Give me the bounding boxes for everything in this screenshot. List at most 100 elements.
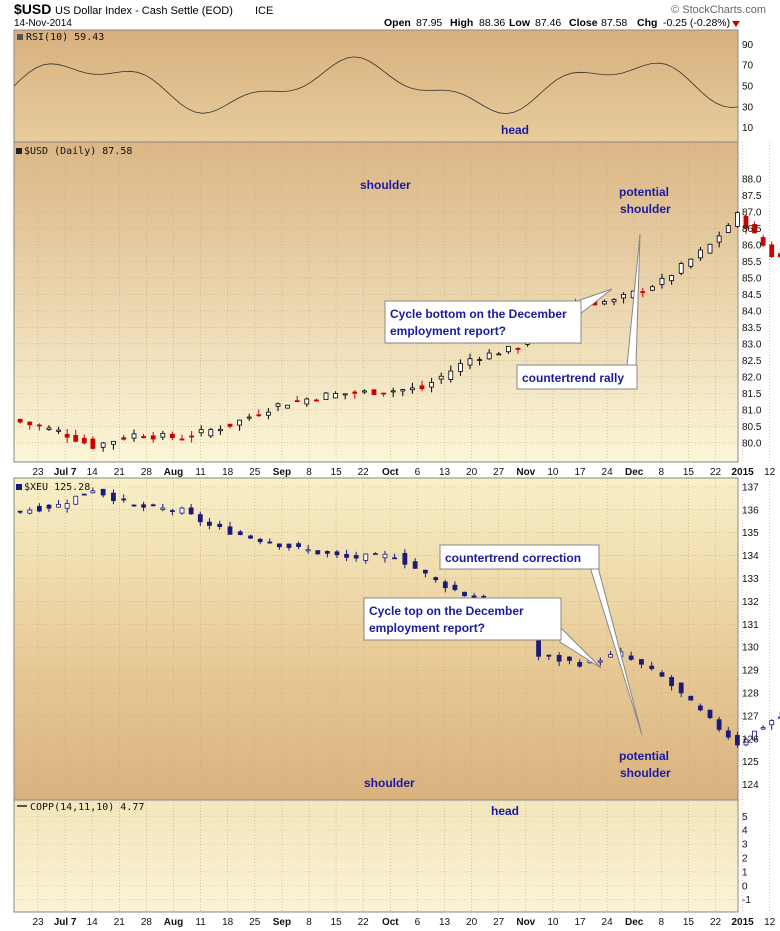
candle-body xyxy=(412,561,418,569)
copp-label: COPP(14,11,10) 4.77 xyxy=(30,802,144,813)
xeu-y-tick: 124 xyxy=(742,780,759,791)
candle-body xyxy=(305,549,311,552)
candle-body xyxy=(650,286,655,291)
xeu-y-tick: 132 xyxy=(742,597,759,608)
copp-y-tick: 5 xyxy=(742,812,748,823)
x-tick-label: 18 xyxy=(222,917,234,928)
x-tick-label: 23 xyxy=(32,917,44,928)
xeu-y-tick: 130 xyxy=(742,643,759,654)
usd-head-label: head xyxy=(501,123,529,137)
candle-body xyxy=(227,423,233,427)
close-value: 87.58 xyxy=(601,17,627,29)
candle-body xyxy=(286,543,292,548)
candle-body xyxy=(735,735,740,746)
usd-callout-cycle: Cycle bottom on the December employment … xyxy=(384,288,613,344)
chg-label: Chg xyxy=(637,17,657,29)
candle-body xyxy=(515,348,521,350)
candle-body xyxy=(324,551,330,554)
x-tick-label: 15 xyxy=(331,467,343,478)
candle-body xyxy=(678,682,684,694)
candle-body xyxy=(752,730,757,741)
x-tick-label: 8 xyxy=(659,467,665,478)
candle-body xyxy=(602,301,607,305)
close-label: Close xyxy=(569,17,598,29)
candle-body xyxy=(496,353,502,356)
candle-body xyxy=(669,275,674,282)
candle-body xyxy=(169,510,175,513)
x-tick-label: 2015 xyxy=(731,917,754,928)
candle-body xyxy=(246,416,252,419)
xeu-callout-cycle: Cycle top on the December employment rep… xyxy=(363,597,602,669)
xeu-y-tick: 129 xyxy=(742,666,759,677)
candle-body xyxy=(423,569,428,574)
xeu-shoulder2-label: shoulder xyxy=(620,766,671,780)
candle-body xyxy=(179,507,185,514)
x-tick-label: Jul 7 xyxy=(54,467,77,478)
candle-body xyxy=(141,504,147,508)
x-tick-label: 28 xyxy=(141,467,153,478)
candle-body xyxy=(27,421,33,426)
x-tick-label: 28 xyxy=(141,917,153,928)
chg-value: -0.25 (-0.28%) xyxy=(663,17,730,29)
candle-body xyxy=(462,591,467,597)
x-tick-label: 25 xyxy=(249,917,261,928)
candle-body xyxy=(725,225,731,234)
xeu-y-tick: 133 xyxy=(742,574,759,585)
xeu-y-tick: 131 xyxy=(742,620,759,631)
candle-body xyxy=(640,291,646,293)
candle-body xyxy=(409,387,415,391)
x-tick-label: Oct xyxy=(382,467,399,478)
x-tick-label: 22 xyxy=(710,917,722,928)
candle-body xyxy=(150,435,156,440)
candle-body xyxy=(486,352,492,360)
x-tick-label: 27 xyxy=(493,917,505,928)
candle-body xyxy=(659,277,665,285)
usd-y-tick: 85.5 xyxy=(742,257,762,268)
candle-body xyxy=(448,370,454,380)
candle-body xyxy=(390,390,396,393)
x-tick-label: 11 xyxy=(195,917,206,928)
candle-body xyxy=(698,249,703,259)
xeu-y-tick: 128 xyxy=(742,688,759,699)
x-tick-label: Dec xyxy=(625,467,644,478)
xeu-y-tick: 136 xyxy=(742,505,759,516)
copp-y-tick: 0 xyxy=(742,881,748,892)
candle-body xyxy=(248,535,253,539)
x-tick-label: 12 xyxy=(764,467,776,478)
xeu-legend-swatch xyxy=(16,484,22,490)
xeu-y-tick: 126 xyxy=(742,734,759,745)
x-tick-label: 22 xyxy=(710,467,722,478)
candle-body xyxy=(46,504,52,509)
candle-body xyxy=(90,490,96,494)
candle-body xyxy=(716,235,722,243)
candle-body xyxy=(777,253,780,258)
candle-body xyxy=(371,389,377,396)
candle-body xyxy=(323,392,329,400)
candle-body xyxy=(111,440,116,445)
candle-body xyxy=(707,709,713,719)
usd-y-tick: 88.0 xyxy=(742,175,762,186)
candle-body xyxy=(452,584,458,590)
candle-body xyxy=(189,435,195,438)
usd-y-tick: 85.0 xyxy=(742,273,762,284)
candle-body xyxy=(743,738,749,746)
copp-y-tick: 2 xyxy=(742,854,748,865)
candle-body xyxy=(477,359,483,361)
rsi-panel xyxy=(13,29,739,143)
candle-body xyxy=(556,654,562,662)
rsi-line xyxy=(13,56,739,115)
usd-y-tick: 83.5 xyxy=(742,323,762,334)
x-tick-label: 12 xyxy=(764,917,776,928)
xeu-y-tick: 137 xyxy=(742,482,759,493)
x-tick-label: 13 xyxy=(439,917,451,928)
candle-body xyxy=(400,389,406,392)
xeu-callout1-line1: Cycle top on the December xyxy=(369,604,524,618)
candle-body xyxy=(294,400,300,403)
candle-body xyxy=(639,659,644,665)
x-tick-label: 15 xyxy=(683,467,695,478)
low-value: 87.46 xyxy=(535,17,561,29)
usd-y-tick: 81.0 xyxy=(742,405,762,416)
candle-body xyxy=(81,437,87,444)
